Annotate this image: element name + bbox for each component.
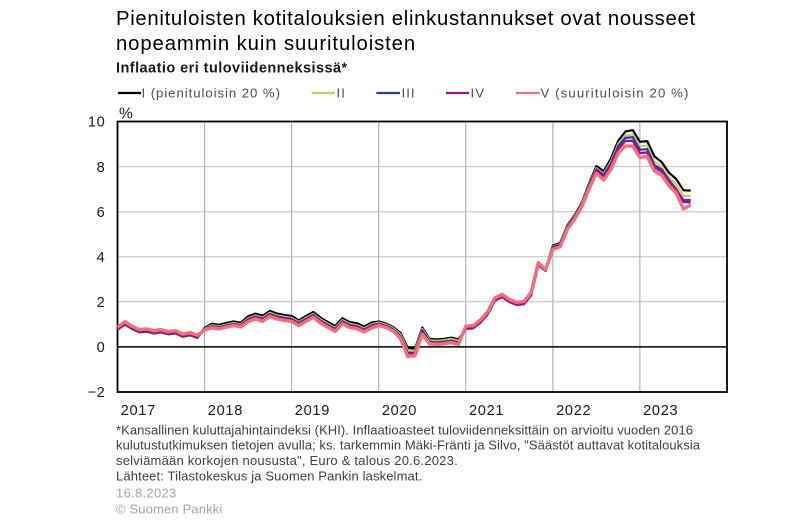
- svg-text:II: II: [337, 86, 346, 101]
- svg-text:2023: 2023: [643, 403, 678, 419]
- svg-text:10: 10: [88, 115, 106, 131]
- svg-text:−2: −2: [87, 385, 105, 401]
- svg-text:III: III: [402, 86, 416, 101]
- svg-text:8: 8: [97, 160, 106, 176]
- svg-text:4: 4: [97, 250, 106, 266]
- svg-text:2022: 2022: [556, 403, 591, 419]
- svg-text:kulutustutkimuksen tietojen av: kulutustutkimuksen tietojen avulla; ks. …: [116, 438, 701, 453]
- svg-text:selviämään korkojen noususta",: selviämään korkojen noususta", Euro & ta…: [116, 453, 458, 468]
- svg-text:Inflaatio eri tuloviidenneksis: Inflaatio eri tuloviidenneksissä*: [116, 61, 348, 77]
- svg-text:2: 2: [97, 295, 106, 311]
- svg-text:V (suurituloisin 20 %): V (suurituloisin 20 %): [541, 86, 690, 101]
- svg-text:16.8.2023: 16.8.2023: [116, 485, 177, 500]
- svg-text:0: 0: [97, 340, 106, 356]
- svg-text:2017: 2017: [121, 403, 156, 419]
- svg-text:6: 6: [97, 205, 106, 221]
- svg-text:*Kansallinen kuluttajahintaind: *Kansallinen kuluttajahintaindeksi (KHI)…: [116, 422, 693, 437]
- svg-text:Pienituloisten kotitalouksien: Pienituloisten kotitalouksien elinkustan…: [116, 8, 696, 30]
- svg-text:2018: 2018: [208, 403, 243, 419]
- svg-text:nopeammin kuin suurituloisten: nopeammin kuin suurituloisten: [116, 33, 416, 55]
- svg-text:Lähteet: Tilastokeskus ja Suom: Lähteet: Tilastokeskus ja Suomen Pankin …: [116, 469, 422, 484]
- svg-text:I (pienituloisin 20 %): I (pienituloisin 20 %): [142, 86, 281, 101]
- svg-text:2020: 2020: [382, 403, 417, 419]
- svg-text:2021: 2021: [469, 403, 504, 419]
- svg-text:IV: IV: [471, 86, 486, 101]
- svg-text:© Suomen Pankki: © Suomen Pankki: [116, 501, 223, 516]
- svg-text:%: %: [119, 105, 133, 122]
- svg-text:2019: 2019: [295, 403, 330, 419]
